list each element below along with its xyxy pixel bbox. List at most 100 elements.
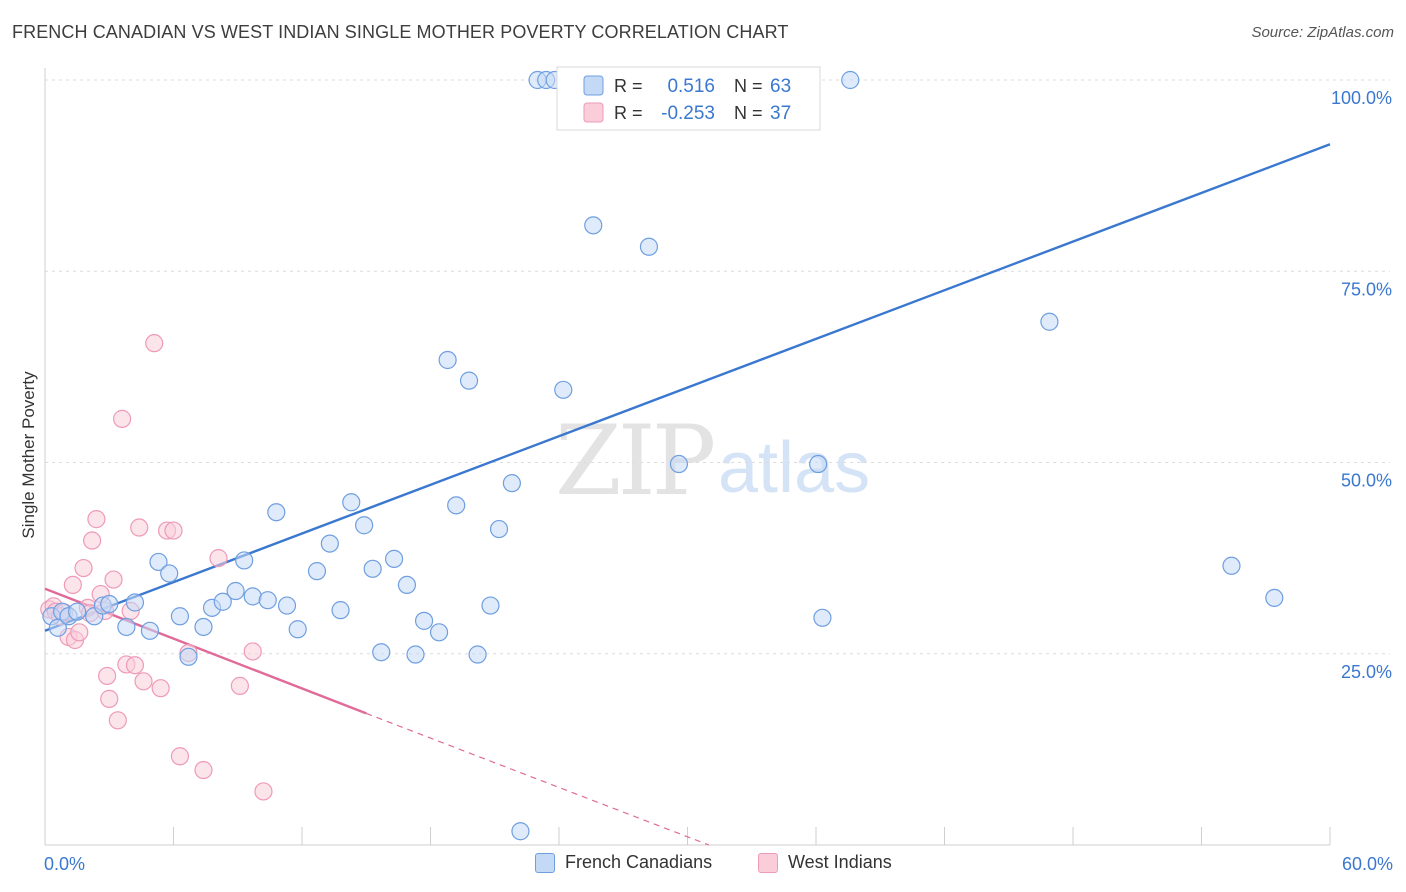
data-point-west-indians [230, 676, 249, 695]
data-point-west-indians [100, 689, 119, 708]
x-tick-label-min: 0.0% [44, 854, 85, 874]
trend-line-west-indians-extension [366, 712, 710, 846]
watermark: ZIP atlas [555, 405, 870, 517]
data-point-french-canadians [149, 552, 168, 572]
data-point-french-canadians [235, 551, 254, 570]
chart-source: Source: ZipAtlas.com [1251, 24, 1394, 41]
data-point-french-canadians [489, 519, 509, 539]
stats-r-value-west: -0.253 [661, 103, 715, 124]
data-point-french-canadians [414, 611, 434, 630]
data-point-french-canadians [307, 562, 327, 581]
data-point-west-indians [170, 747, 190, 766]
watermark-atlas: atlas [718, 428, 870, 508]
data-point-french-canadians [363, 559, 382, 578]
y-tick-label: 25.0% [1341, 662, 1392, 682]
data-point-french-canadians [481, 596, 500, 615]
data-point-french-canadians [429, 623, 449, 642]
data-point-french-canadians [1040, 312, 1059, 331]
data-point-french-canadians [320, 534, 339, 553]
y-tick-label: 100.0% [1331, 88, 1392, 108]
y-axis-label: Single Mother Poverty [19, 371, 38, 539]
data-point-french-canadians [809, 454, 828, 474]
data-point-west-indians [164, 521, 183, 540]
data-point-french-canadians [125, 593, 145, 612]
watermark-zip: ZIP [555, 405, 714, 517]
data-point-west-indians [108, 711, 127, 730]
stats-legend: R = 0.516 N = 63 R = -0.253 N = 37 [556, 66, 821, 131]
x-tick-label-max: 60.0% [1342, 854, 1393, 874]
data-point-french-canadians [170, 607, 190, 626]
data-point-french-canadians [140, 621, 160, 640]
data-point-french-canadians [355, 516, 374, 535]
stats-n-value-french: 63 [770, 76, 791, 97]
legend-item-french-canadians[interactable]: French Canadians [535, 852, 712, 873]
data-point-french-canadians [331, 601, 350, 620]
data-point-west-indians [112, 409, 132, 428]
data-point-french-canadians [68, 602, 87, 621]
stats-r-value-french: 0.516 [667, 76, 715, 97]
y-tick-label: 50.0% [1341, 471, 1392, 491]
data-point-french-canadians [288, 620, 307, 639]
stats-n-label-french: N = [734, 76, 763, 96]
data-point-french-canadians [459, 371, 479, 390]
data-point-west-indians [74, 558, 93, 578]
data-point-french-canadians [1222, 556, 1241, 575]
data-point-french-canadians [511, 822, 530, 841]
stats-swatch-west [583, 102, 604, 123]
data-point-french-canadians [1265, 588, 1284, 608]
stats-n-label-west: N = [734, 103, 763, 123]
data-point-french-canadians [397, 575, 417, 595]
data-point-french-canadians [213, 592, 232, 611]
data-point-french-canadians [813, 608, 832, 627]
data-point-french-canadians [372, 643, 391, 662]
legend-label-french: French Canadians [565, 852, 713, 872]
data-point-west-indians [145, 334, 164, 353]
data-point-french-canadians [502, 474, 521, 493]
data-point-french-canadians [267, 503, 286, 522]
data-point-french-canadians [639, 237, 659, 256]
stats-r-label-french: R = [614, 76, 643, 96]
data-point-french-canadians [194, 617, 213, 637]
data-point-french-canadians [468, 645, 487, 664]
data-point-french-canadians [669, 454, 689, 474]
stats-r-label-west: R = [614, 103, 643, 123]
legend-item-west-indians[interactable]: West Indians [758, 852, 892, 873]
data-point-west-indians [243, 642, 262, 661]
data-point-french-canadians [226, 581, 245, 601]
data-point-west-indians [194, 760, 213, 780]
chart-title: FRENCH CANADIAN VS WEST INDIAN SINGLE MO… [12, 22, 789, 42]
legend-label-west: West Indians [788, 852, 892, 872]
axes [44, 68, 1331, 846]
data-point-french-canadians [447, 496, 466, 515]
legend-swatch-west [758, 852, 778, 873]
data-point-west-indians [209, 549, 228, 568]
data-point-west-indians [87, 510, 106, 529]
data-point-west-indians [98, 666, 117, 686]
x-tick-labels: 0.0% 60.0% [44, 854, 1393, 874]
data-point-french-canadians [406, 645, 425, 664]
data-point-french-canadians [117, 617, 136, 637]
data-point-west-indians [63, 575, 82, 595]
data-point-french-canadians [438, 350, 457, 370]
stats-n-value-west: 37 [770, 103, 791, 124]
data-point-french-canadians [554, 380, 573, 399]
y-tick-label: 75.0% [1341, 279, 1392, 299]
legend-swatch-french [535, 852, 555, 873]
data-point-french-canadians [584, 216, 603, 235]
y-tick-labels: 25.0% 50.0% 75.0% 100.0% [1331, 88, 1392, 682]
data-point-west-indians [104, 570, 123, 589]
data-point-french-canadians [342, 493, 361, 512]
data-point-french-canadians [384, 549, 404, 568]
data-point-french-canadians [179, 647, 198, 666]
data-point-west-indians [125, 656, 145, 675]
trend-line-french-canadians [44, 143, 1331, 632]
data-point-french-canadians [160, 564, 179, 583]
data-point-west-indians [151, 679, 170, 698]
data-point-french-canadians [258, 591, 277, 610]
data-point-west-indians [70, 623, 89, 642]
data-point-french-canadians [100, 594, 119, 614]
data-point-west-indians [254, 782, 273, 801]
data-point-west-indians [134, 672, 153, 691]
stats-swatch-french [583, 75, 604, 96]
